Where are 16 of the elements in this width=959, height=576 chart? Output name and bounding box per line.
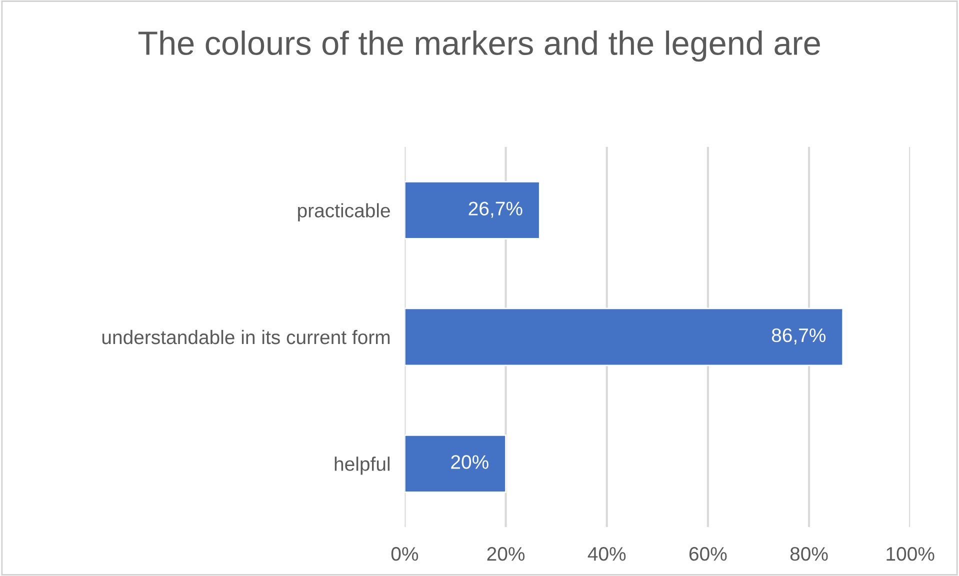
bar — [404, 181, 540, 240]
chart-title: The colours of the markers and the legend are — [138, 30, 820, 62]
x-tick-label: 0% — [391, 547, 418, 561]
x-tick-label: 80% — [790, 547, 828, 561]
y-tick-label: practicable — [298, 203, 390, 222]
data-label: 26,7% — [468, 202, 522, 218]
data-label: 86,7% — [772, 328, 826, 344]
x-tick-label: 60% — [689, 547, 727, 561]
y-tick-label: helpful — [334, 456, 390, 475]
y-tick-label: understandable in its current form — [102, 330, 390, 344]
data-label: 20% — [451, 455, 488, 469]
bar — [404, 308, 844, 366]
bar — [404, 434, 506, 493]
x-tick-label: 40% — [588, 547, 626, 561]
x-tick-label: 20% — [487, 547, 525, 561]
x-tick-label: 100% — [886, 547, 934, 561]
